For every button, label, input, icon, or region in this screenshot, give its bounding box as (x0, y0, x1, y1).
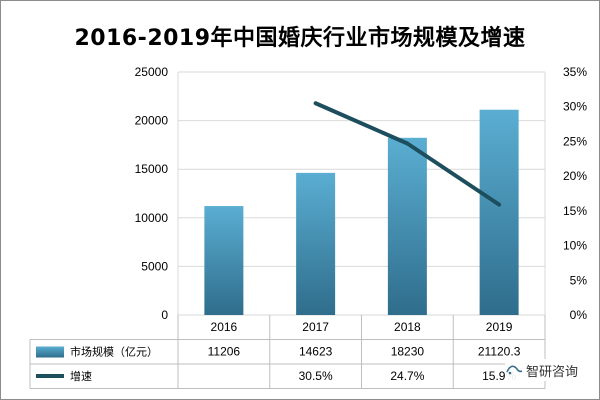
right-axis-tick-label: 20% (563, 169, 587, 183)
chart-title: 2016-2019年中国婚庆行业市场规模及增速 (74, 26, 526, 51)
right-axis-ticks: 0% 5% 10% 15% 20% 25% 30% 35% (563, 65, 587, 322)
right-axis-tick-label: 15% (563, 204, 587, 218)
left-axis-tick-label: 10000 (135, 211, 169, 225)
x-axis-tick-label: 2016 (211, 320, 238, 334)
left-axis-tick-label: 5000 (141, 259, 168, 273)
watermark-text: 智研咨询 (526, 364, 579, 380)
bar (204, 206, 244, 315)
data-label-growth: 30.5% (299, 369, 333, 383)
watermark-logo-icon (506, 365, 523, 375)
line-series (313, 101, 502, 207)
legend-line-label: 增速 (70, 369, 92, 383)
x-axis-tick-label: 2019 (486, 320, 513, 334)
data-label-market-size: 18230 (391, 345, 425, 359)
left-axis-tick-label: 0 (161, 308, 168, 322)
watermark: 智研咨询 (505, 359, 595, 381)
left-axis-tick-label: 20000 (135, 114, 169, 128)
data-label-growth: 24.7% (390, 369, 424, 383)
data-label-market-size: 14623 (299, 345, 333, 359)
right-axis-tick-label: 10% (563, 239, 587, 253)
right-axis-tick-label: 30% (563, 100, 587, 114)
right-axis-tick-label: 35% (563, 65, 587, 79)
left-axis-tick-label: 15000 (135, 162, 169, 176)
data-table: 2016 2017 2018 2019 市场规模（亿元） 增速 11206 14623 1823… (29, 315, 546, 389)
x-axis-tick-label: 2018 (394, 320, 421, 334)
legend-bar-swatch (36, 346, 64, 358)
left-axis-tick-label: 25000 (135, 65, 169, 79)
legend-bar-label: 市场规模（亿元） (70, 345, 158, 359)
data-label-market-size: 21120.3 (478, 345, 521, 359)
right-axis-tick-label: 25% (563, 134, 587, 148)
right-axis-tick-label: 5% (570, 273, 588, 287)
bar (387, 137, 427, 315)
bar (479, 109, 519, 315)
x-axis-tick-label: 2017 (302, 320, 329, 334)
data-label-market-size: 11206 (208, 345, 241, 359)
growth-line (313, 101, 502, 207)
bar (296, 172, 336, 315)
left-axis-ticks: 0 5000 10000 15000 20000 25000 (135, 65, 169, 322)
right-axis-tick-label: 0% (570, 308, 588, 322)
bar-series (204, 109, 519, 315)
